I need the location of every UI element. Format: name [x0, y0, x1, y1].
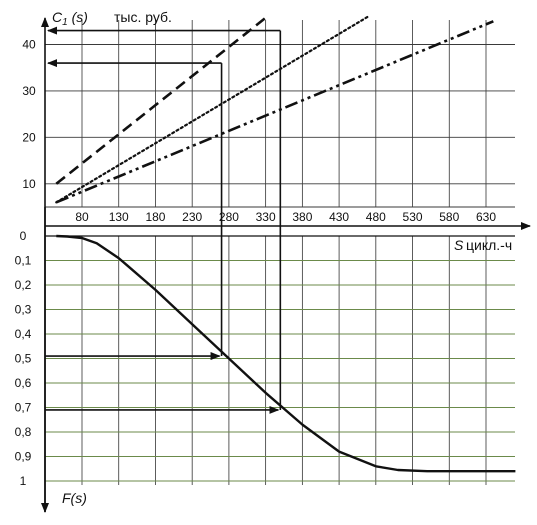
x-tick-label: 430	[329, 210, 349, 224]
axes-layer	[41, 17, 531, 513]
x-tick-label: 630	[476, 210, 496, 224]
y-tick-label-bottom: 0,3	[15, 303, 32, 317]
x-tick-label: 380	[292, 210, 312, 224]
y-tick-label-top: 40	[22, 38, 36, 52]
y-tick-label-bottom: 1	[20, 474, 27, 488]
y-tick-label-bottom: 0,7	[15, 401, 32, 415]
y-axis-unit-top: тыс. руб.	[114, 9, 172, 25]
x-tick-label: 580	[439, 210, 459, 224]
x-tick-label: 80	[75, 210, 89, 224]
series-line-dash-dot-dot	[55, 20, 494, 204]
tick-labels: 80 130 180 230 280 330 380 430 480 530 580 63010203…	[15, 38, 497, 489]
y-axis-title-bottom: F(s)	[62, 490, 87, 506]
x-tick-label: 230	[182, 210, 202, 224]
series-layer	[55, 14, 516, 473]
x-tick-label: 330	[256, 210, 276, 224]
y-tick-label-bottom: 0,2	[15, 278, 32, 292]
x-tick-label: 280	[219, 210, 239, 224]
y-tick-label-top: 30	[22, 84, 36, 98]
y-tick-label-top: 10	[22, 177, 36, 191]
series-line-dotted	[55, 14, 371, 204]
marker-layer	[45, 26, 282, 414]
series-line-dashed	[55, 14, 269, 185]
y-tick-label-bottom: 0,8	[15, 425, 32, 439]
x-axis-title: S	[454, 237, 464, 253]
x-axis-unit: цикл.-ч	[466, 237, 512, 253]
x-tick-label: 530	[403, 210, 423, 224]
y-axis-title-top: C1 (s)	[52, 9, 88, 28]
y-tick-label-bottom: 0,5	[15, 352, 32, 366]
x-tick-label: 180	[145, 210, 165, 224]
distribution-curve	[56, 234, 516, 473]
y-tick-label-bottom: 0,1	[15, 254, 32, 268]
y-tick-label-bottom: 0,9	[15, 450, 32, 464]
x-tick-label: 480	[366, 210, 386, 224]
y-tick-label-top: 20	[22, 130, 36, 144]
y-tick-label-bottom: 0,4	[15, 327, 32, 341]
x-tick-label: 130	[109, 210, 129, 224]
y-tick-label-bottom: 0,6	[15, 376, 32, 390]
y-tick-label-bottom: 0	[20, 229, 27, 243]
